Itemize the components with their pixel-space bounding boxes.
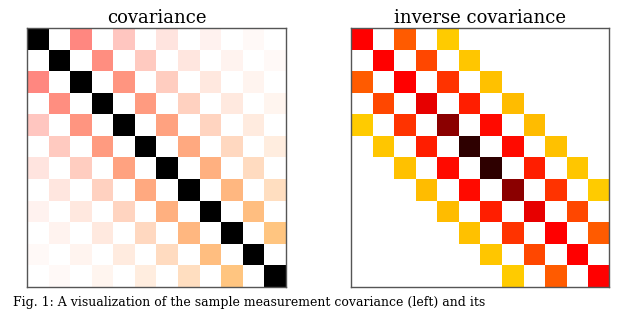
Title: covariance: covariance xyxy=(107,8,207,27)
Text: Fig. 1: A visualization of the sample measurement covariance (left) and its: Fig. 1: A visualization of the sample me… xyxy=(13,296,485,309)
Title: inverse covariance: inverse covariance xyxy=(394,8,566,27)
